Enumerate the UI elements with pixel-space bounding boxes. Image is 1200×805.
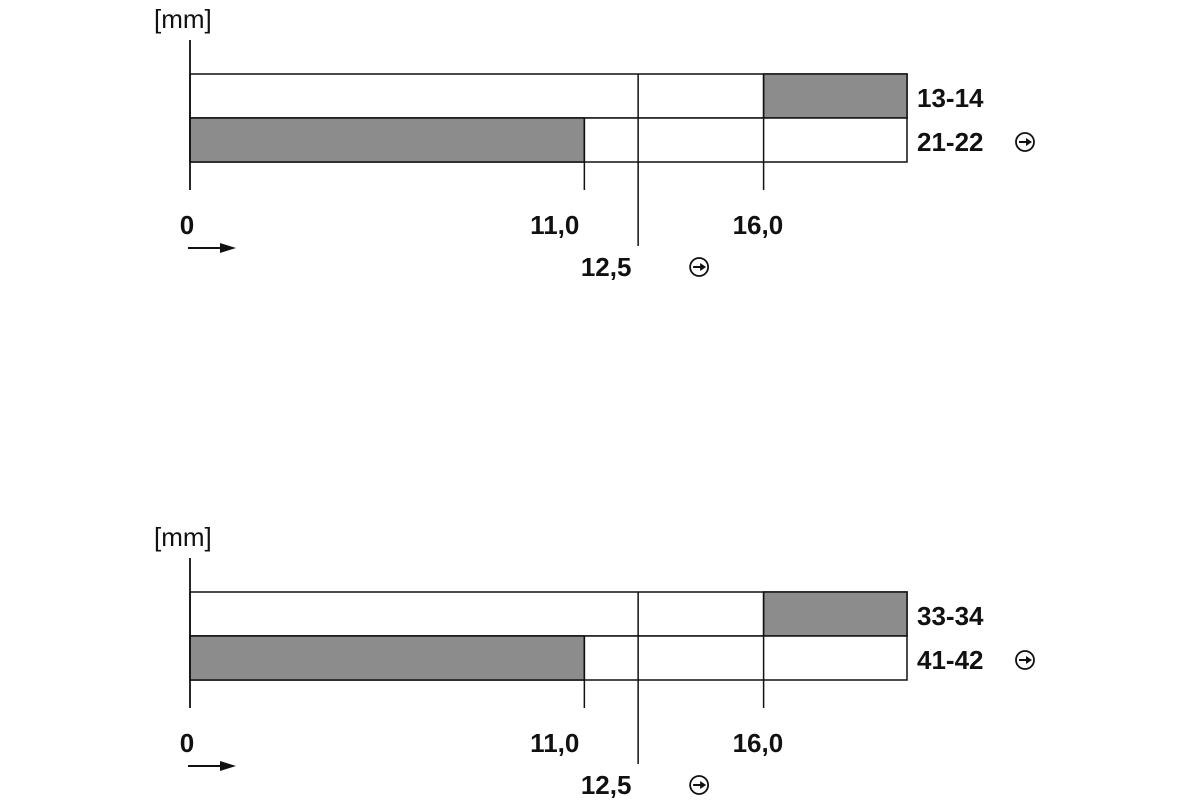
positive-opening-icon-head bbox=[700, 263, 707, 271]
arrow-right-icon-head bbox=[220, 761, 236, 771]
unit-label: [mm] bbox=[154, 522, 212, 552]
positive-opening-icon-head bbox=[1026, 656, 1032, 664]
positive-opening-icon-head bbox=[1026, 138, 1032, 146]
positive-opening-icon bbox=[1015, 650, 1035, 670]
contact-closed-segment bbox=[762, 73, 908, 119]
contact-closed-segment bbox=[762, 591, 908, 637]
positive-opening-icon bbox=[1015, 132, 1035, 152]
contact-label: 13-14 bbox=[917, 83, 984, 113]
origin-label: 0 bbox=[180, 210, 194, 240]
contact-label: 21-22 bbox=[917, 127, 984, 157]
positive-opening-icon bbox=[689, 775, 710, 795]
contact-closed-segment bbox=[189, 635, 586, 681]
tick-label: 11,0 bbox=[530, 210, 579, 240]
positive-opening-icon-ring bbox=[689, 257, 710, 277]
tick-label: 11,0 bbox=[530, 728, 579, 758]
positive-opening-icon-ring bbox=[1015, 650, 1035, 670]
arrow-right-icon-head bbox=[220, 243, 236, 253]
contact-label: 41-42 bbox=[917, 645, 984, 675]
contact-closed-segment bbox=[189, 117, 586, 163]
positive-opening-icon-ring bbox=[1015, 132, 1035, 152]
unit-label: [mm] bbox=[154, 4, 212, 34]
origin-label: 0 bbox=[180, 728, 194, 758]
positive-opening-icon-ring bbox=[689, 775, 710, 795]
positive-opening-icon bbox=[689, 257, 710, 277]
tick-label: 12,5 bbox=[581, 770, 632, 800]
arrow-right-icon bbox=[188, 243, 236, 253]
tick-label: 16,0 bbox=[733, 210, 784, 240]
positive-opening-icon-head bbox=[700, 781, 707, 789]
diagram-2: [mm] 33-34 41-42 11,012,5 16,0 0 bbox=[154, 522, 1035, 800]
diagram-1: [mm] 13-14 21-22 11,012,5 16,0 0 bbox=[154, 4, 1035, 282]
tick-label: 16,0 bbox=[733, 728, 784, 758]
tick-label: 12,5 bbox=[581, 252, 632, 282]
arrow-right-icon bbox=[188, 761, 236, 771]
contact-label: 33-34 bbox=[917, 601, 984, 631]
